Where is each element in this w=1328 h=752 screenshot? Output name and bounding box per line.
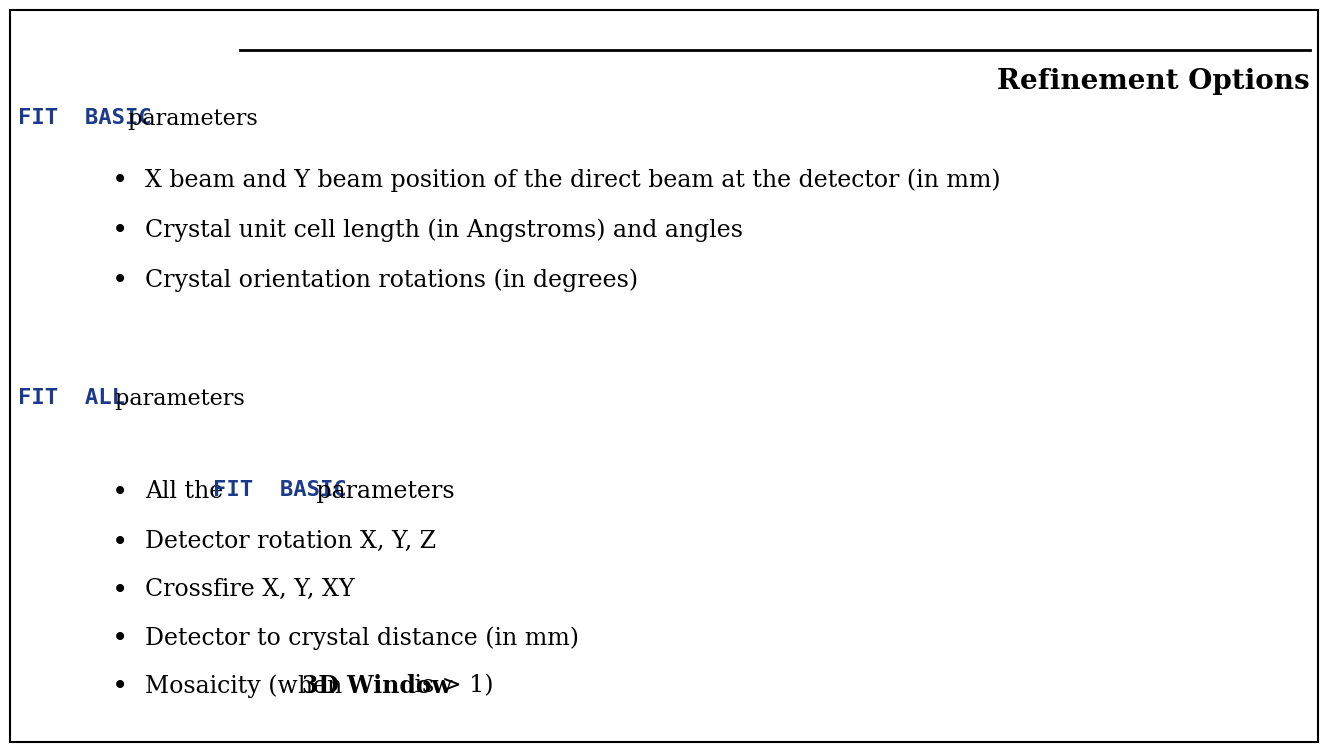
Text: 3D Window: 3D Window	[301, 674, 452, 698]
Text: Crossfire X, Y, XY: Crossfire X, Y, XY	[145, 578, 355, 601]
Text: •: •	[112, 578, 127, 605]
Text: •: •	[112, 168, 127, 195]
Text: Crystal unit cell length (in Angstroms) and angles: Crystal unit cell length (in Angstroms) …	[145, 218, 742, 241]
Text: •: •	[112, 218, 127, 245]
Text: FIT  BASIC: FIT BASIC	[212, 480, 347, 500]
Text: •: •	[112, 530, 127, 557]
Text: Mosaicity (when: Mosaicity (when	[145, 674, 349, 698]
Text: X beam and Y beam position of the direct beam at the detector (in mm): X beam and Y beam position of the direct…	[145, 168, 1000, 192]
Text: is > 1): is > 1)	[406, 674, 494, 697]
Text: parameters: parameters	[309, 480, 454, 503]
Text: FIT  ALL: FIT ALL	[19, 388, 125, 408]
Text: parameters: parameters	[121, 108, 258, 130]
Text: Detector to crystal distance (in mm): Detector to crystal distance (in mm)	[145, 626, 579, 650]
Text: Refinement Options: Refinement Options	[997, 68, 1309, 95]
Text: Crystal orientation rotations (in degrees): Crystal orientation rotations (in degree…	[145, 268, 639, 292]
Text: FIT  BASIC: FIT BASIC	[19, 108, 151, 128]
Text: •: •	[112, 674, 127, 701]
Text: Detector rotation X, Y, Z: Detector rotation X, Y, Z	[145, 530, 436, 553]
Text: •: •	[112, 480, 127, 507]
Text: •: •	[112, 268, 127, 295]
Text: parameters: parameters	[108, 388, 244, 410]
Text: All the: All the	[145, 480, 231, 503]
Text: •: •	[112, 626, 127, 653]
